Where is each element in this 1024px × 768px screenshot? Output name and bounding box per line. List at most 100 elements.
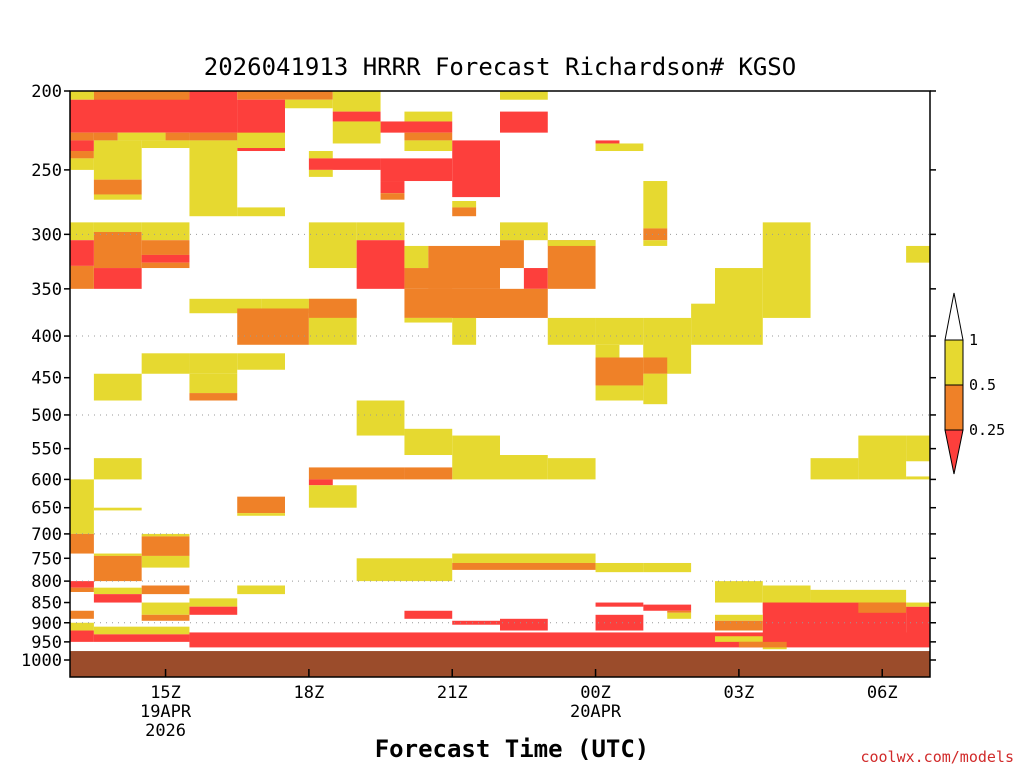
ri-cell: [547, 458, 596, 480]
ri-cell: [308, 485, 357, 508]
ri-cell: [70, 91, 94, 100]
ri-cell: [715, 614, 763, 621]
y-tick-label: 600: [31, 470, 62, 490]
x-axis-label: Forecast Time (UTC): [375, 735, 650, 763]
ri-cell: [93, 140, 142, 180]
ri-cell: [189, 606, 238, 615]
ri-cell: [189, 353, 238, 374]
ri-cell: [428, 245, 500, 289]
ri-cell: [404, 610, 453, 619]
ri-cell: [404, 317, 453, 323]
below-ground-band: [70, 651, 930, 677]
ri-cell: [452, 140, 500, 198]
ri-cell: [595, 562, 644, 573]
ri-cell: [93, 553, 142, 556]
ri-cell: [308, 298, 357, 318]
x-tick-label: 06Z: [867, 683, 898, 703]
ri-cell: [500, 240, 524, 269]
y-tick-label: 800: [31, 572, 62, 592]
y-tick-label: 450: [31, 369, 62, 389]
ri-cell: [141, 240, 190, 255]
ri-cell: [380, 181, 405, 194]
ri-cell: [70, 240, 94, 266]
ri-cell: [404, 467, 453, 480]
ri-cell: [643, 240, 668, 246]
ri-cell: [452, 288, 548, 318]
ri-cell: [70, 630, 94, 642]
colorbar-bottom-arrow: [944, 429, 964, 475]
ri-cell: [308, 169, 333, 177]
y-tick-label: 550: [31, 440, 62, 460]
ri-cell: [141, 602, 190, 615]
ri-cell: [189, 140, 238, 217]
ri-cell: [93, 373, 142, 401]
y-tick-label: 500: [31, 406, 62, 426]
y-tick-label: 900: [31, 614, 62, 634]
ri-cell: [715, 581, 763, 603]
ri-cell: [762, 222, 811, 318]
ri-cell: [452, 207, 477, 217]
ri-cell: [500, 618, 548, 631]
ri-cell: [643, 344, 668, 358]
ri-cell: [93, 587, 142, 595]
y-tick-label: 400: [31, 327, 62, 347]
ri-cell: [643, 604, 692, 611]
ri-cell: [189, 373, 238, 394]
ri-cell: [308, 151, 333, 159]
y-tick-label: 300: [31, 225, 62, 245]
ri-cell: [762, 647, 787, 650]
x-tick-label: 15Z: [150, 683, 181, 703]
colorbar-label: 1: [969, 331, 978, 349]
ri-cell: [93, 507, 142, 511]
ri-cell: [858, 435, 907, 480]
ri-cell: [380, 158, 453, 182]
ri-cell: [906, 602, 930, 607]
x-tick-label: 03Z: [724, 683, 755, 703]
ri-cell: [189, 598, 238, 607]
ri-cell: [308, 467, 405, 480]
ri-cell: [70, 132, 94, 141]
ri-cell: [380, 121, 453, 133]
ri-cell: [93, 222, 142, 232]
ri-cell: [189, 132, 238, 141]
ri-cell: [452, 435, 500, 480]
ri-cell: [547, 240, 596, 246]
ri-cell: [93, 231, 142, 269]
ri-cell: [691, 303, 715, 345]
ri-cell: [237, 513, 285, 516]
ri-cell: [117, 132, 166, 141]
ri-cell: [906, 476, 930, 480]
ri-cell: [595, 317, 644, 345]
ri-cell: [237, 308, 309, 345]
ri-cell: [141, 222, 190, 241]
ri-cell: [70, 99, 238, 133]
ri-cell: [500, 91, 548, 100]
x-tick-label: 00Z: [580, 683, 611, 703]
ri-cell: [237, 132, 285, 149]
ri-cell: [715, 268, 763, 345]
y-tick-label: 650: [31, 499, 62, 519]
ri-cell: [285, 91, 333, 100]
ri-cell: [308, 479, 333, 486]
plot-area: [70, 91, 930, 677]
y-tick-label: 250: [31, 161, 62, 181]
ri-cell: [452, 562, 596, 570]
y-tick-label: 350: [31, 280, 62, 300]
ri-cell: [356, 240, 405, 289]
y-tick-label: 950: [31, 633, 62, 653]
ri-cell: [643, 373, 668, 405]
ri-cell: [93, 555, 142, 582]
ri-cell: [308, 317, 357, 345]
ri-cell: [643, 562, 692, 573]
ri-cell: [738, 641, 787, 648]
ri-cell: [380, 193, 405, 200]
y-axis: 200 250 300 350 400 450 500 550 600 650 700 750 8008…: [21, 82, 936, 671]
ri-cell: [547, 240, 596, 289]
ri-cell: [810, 589, 907, 603]
ri-cell: [643, 228, 668, 241]
y-tick-label: 1000: [21, 651, 62, 671]
ri-cell: [404, 132, 453, 141]
ri-cell: [70, 479, 94, 534]
ri-cell: [452, 553, 596, 563]
